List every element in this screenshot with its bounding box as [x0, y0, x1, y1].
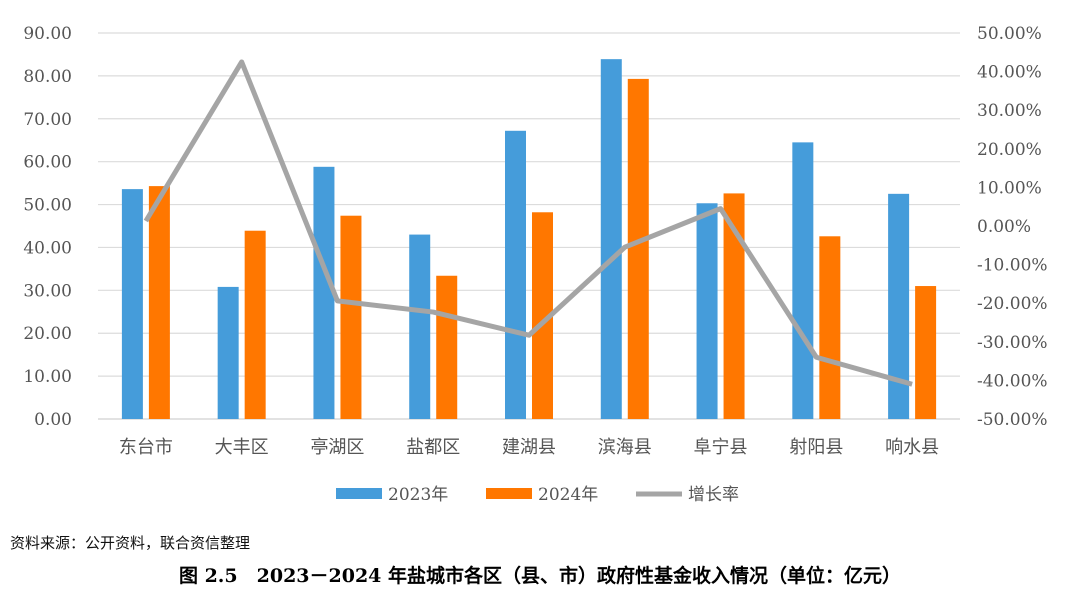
legend-label: 增长率: [688, 485, 739, 505]
right-axis-tick-label: 30.00%: [977, 101, 1042, 121]
left-axis-tick-label: 20.00: [23, 324, 72, 344]
bar-2023年-建湖县: [505, 130, 526, 419]
category-label: 盐都区: [406, 437, 460, 458]
category-label: 大丰区: [215, 437, 269, 458]
bar-2023年-响水县: [888, 193, 910, 419]
legend-label: 2024年: [538, 485, 598, 505]
bar-2023年-滨海县: [600, 59, 622, 419]
right-axis-tick-label: -30.00%: [977, 333, 1048, 353]
left-axis-tick-label: 0.00: [34, 410, 72, 430]
bar-2024年-东台市: [148, 186, 170, 419]
bar-2023年-盐都区: [409, 234, 431, 419]
category-label: 响水县: [885, 437, 939, 458]
left-axis-tick-label: 40.00: [23, 238, 72, 258]
bar-2023年-亭湖区: [313, 166, 335, 419]
right-axis-tick-label: 20.00%: [977, 140, 1042, 160]
right-axis-tick-label: -40.00%: [977, 371, 1048, 391]
right-axis-tick-label: 50.00%: [977, 24, 1042, 44]
bar-2024年-盐都区: [436, 275, 458, 419]
category-label: 滨海县: [598, 437, 652, 458]
left-axis-tick-label: 70.00: [23, 110, 72, 130]
bar-2023年-阜宁县: [696, 203, 718, 419]
left-axis-tick-label: 10.00: [23, 367, 72, 387]
category-label: 建湖县: [502, 437, 556, 458]
bar-2024年-响水县: [915, 286, 937, 419]
chart: 0.00 10.00 20.00 30.00 40.00 50.00 60.00 70.00 8…: [23, 24, 1048, 505]
bar-2023年-东台市: [121, 189, 143, 419]
bar-2024年-射阳县: [819, 236, 841, 419]
bar-2024年-阜宁县: [723, 193, 745, 419]
category-label: 亭湖区: [310, 437, 364, 458]
category-label: 东台市: [119, 437, 173, 458]
legend-label: 2023年: [388, 485, 448, 505]
legend-swatch: [486, 488, 532, 499]
figure-caption: 图 2.5 2023－2024 年盐城市各区（县、市）政府性基金收入情况（单位：…: [178, 565, 902, 587]
right-axis-tick-label: 10.00%: [977, 178, 1042, 198]
category-label: 射阳县: [789, 437, 843, 458]
left-axis-tick-label: 50.00: [23, 196, 72, 216]
legend-swatch: [336, 488, 382, 499]
right-axis-tick-label: 40.00%: [977, 63, 1042, 83]
source-note: 资料来源：公开资料，联合资信整理: [10, 534, 251, 552]
left-axis-tick-label: 60.00: [23, 153, 72, 173]
right-axis-tick-label: -20.00%: [977, 294, 1048, 314]
bar-2024年-亭湖区: [340, 215, 362, 419]
bar-2024年-大丰区: [244, 230, 266, 419]
right-axis-tick-label: 0.00%: [977, 217, 1031, 237]
bar-2023年-大丰区: [217, 286, 239, 419]
left-axis-tick-label: 80.00: [23, 67, 72, 87]
bar-2024年-滨海县: [627, 78, 649, 419]
right-axis-tick-label: -50.00%: [977, 410, 1048, 430]
bar-2024年-建湖县: [532, 212, 553, 419]
category-label: 阜宁县: [694, 437, 748, 458]
bar-2023年-射阳县: [792, 142, 814, 419]
right-axis-tick-label: -10.00%: [977, 256, 1048, 276]
left-axis-tick-label: 90.00: [23, 24, 72, 44]
left-axis-tick-label: 30.00: [23, 281, 72, 301]
